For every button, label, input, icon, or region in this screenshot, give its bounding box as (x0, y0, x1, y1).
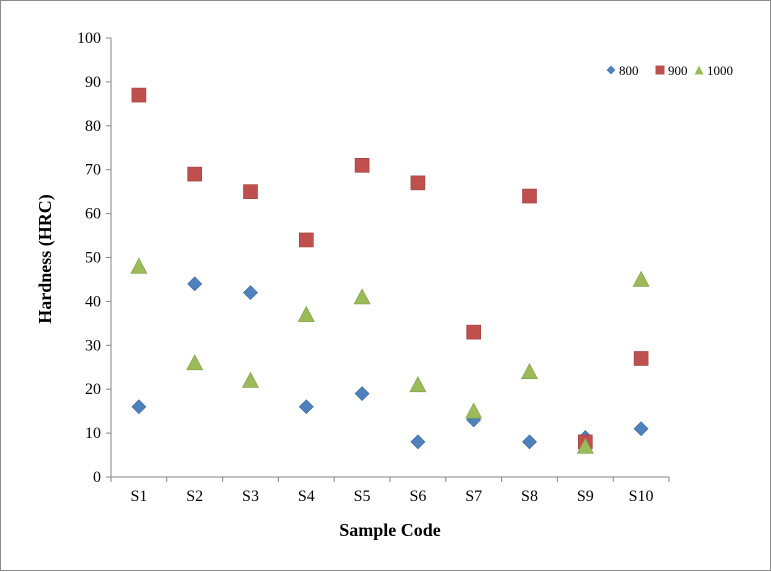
point-800-S8 (522, 434, 537, 450)
point-900-S1 (131, 87, 147, 103)
data-marks (130, 87, 650, 454)
x-tick-label: S5 (354, 488, 371, 505)
point-1000-S2 (186, 354, 204, 371)
point-800-S2 (187, 276, 203, 292)
point-1000-S1 (130, 257, 148, 274)
point-800-S3 (243, 285, 258, 301)
legend-label-900: 900 (668, 63, 688, 78)
point-800-S4 (298, 399, 314, 415)
y-tick-label: 20 (85, 381, 101, 398)
point-1000-S9 (576, 437, 594, 454)
point-900-S2 (187, 166, 202, 182)
x-ticks: S1 S2 S3 S4 S5 S6 S7 S8 S9 S10 (110, 477, 670, 505)
point-1000-S10 (632, 270, 650, 287)
point-800-S10 (633, 421, 649, 437)
x-tick-label: S2 (186, 488, 203, 505)
legend-marker-1000 (694, 65, 704, 75)
x-tick-label: S6 (409, 488, 426, 505)
axes (110, 38, 669, 478)
y-tick-label: 40 (85, 293, 101, 310)
y-tick-label: 60 (85, 206, 101, 223)
x-tick-label: S10 (629, 488, 654, 505)
legend-marker-800 (606, 65, 616, 75)
point-1000-S8 (521, 363, 538, 379)
point-1000-S7 (465, 402, 483, 419)
x-tick-label: S3 (242, 488, 259, 505)
point-900-S10 (633, 351, 649, 366)
point-800-S1 (131, 399, 147, 415)
y-axis-title: Hardness (HRC) (35, 194, 56, 324)
y-tick-label: 70 (85, 162, 101, 179)
y-ticks: 0 10 20 30 40 50 60 70 80 90 100 (77, 30, 111, 486)
y-tick-label: 30 (85, 337, 101, 354)
legend-label-1000: 1000 (707, 63, 733, 78)
point-900-S8 (522, 188, 537, 204)
point-1000-S5 (353, 288, 371, 305)
y-tick-label: 100 (77, 30, 101, 47)
x-tick-label: S4 (298, 488, 315, 505)
legend: 800 900 1000 (606, 63, 733, 78)
y-tick-label: 10 (85, 425, 101, 442)
point-900-S5 (354, 158, 370, 173)
point-1000-S4 (297, 305, 315, 322)
point-1000-S3 (242, 371, 259, 388)
legend-marker-900 (655, 65, 665, 75)
point-800-S5 (354, 386, 370, 402)
x-tick-label: S9 (577, 488, 594, 505)
point-900-S3 (243, 184, 258, 199)
y-tick-label: 80 (85, 118, 101, 135)
y-tick-label: 50 (85, 250, 101, 267)
point-900-S7 (466, 324, 482, 340)
point-900-S4 (298, 232, 314, 248)
point-900-S6 (410, 175, 426, 191)
y-tick-label: 90 (85, 74, 101, 91)
legend-label-800: 800 (619, 63, 639, 78)
x-tick-label: S1 (130, 488, 147, 505)
point-800-S6 (410, 434, 426, 450)
y-tick-label: 0 (93, 469, 101, 486)
point-1000-S6 (409, 376, 427, 393)
x-tick-label: S7 (465, 488, 482, 505)
x-tick-label: S8 (521, 488, 538, 505)
x-axis-title: Sample Code (339, 520, 441, 540)
